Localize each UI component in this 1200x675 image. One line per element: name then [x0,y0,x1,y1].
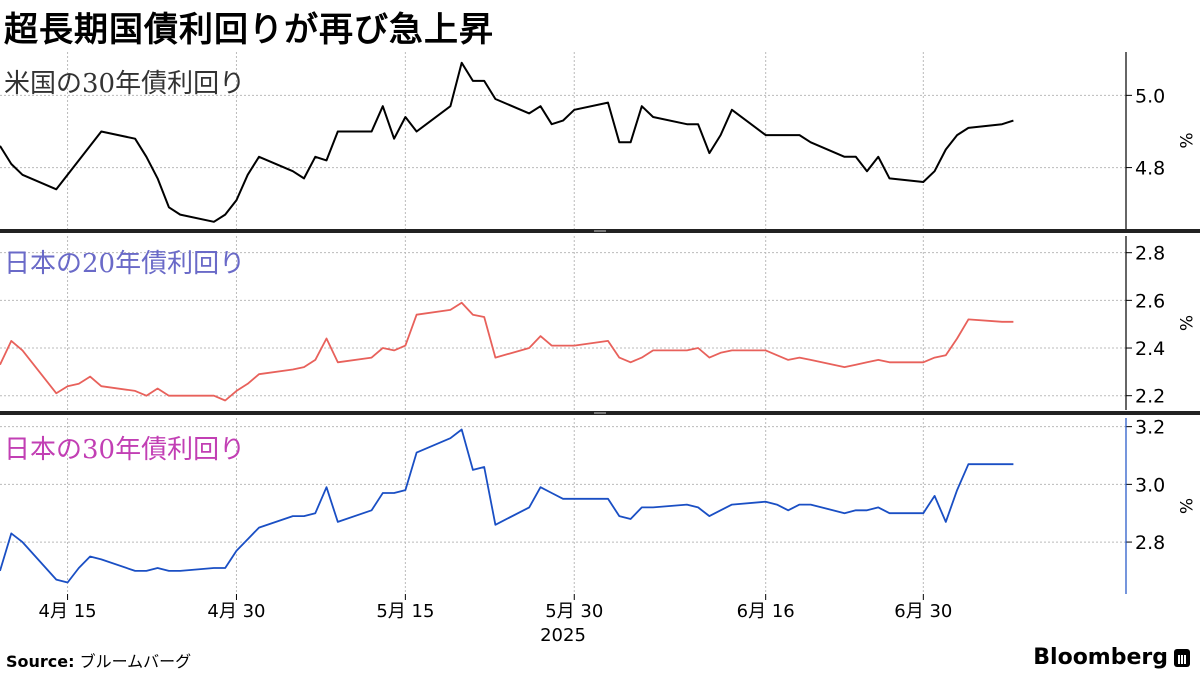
y-tick-label: 2.2 [1135,386,1165,408]
x-tick-label: 6月 30 [894,601,952,622]
panel-label: 日本の20年債利回り [4,249,245,279]
y-tick-label: 3.2 [1135,417,1165,439]
chart-title: 超長期国債利回りが再び急上昇 [4,10,494,50]
x-tick-label: 6月 16 [737,601,795,622]
source-text: ブルームバーグ [79,652,192,671]
series-line [0,61,1014,223]
series-line [0,428,1014,584]
y-unit-label: % [1175,315,1195,331]
source-label: Source: [6,652,75,671]
series-line [0,301,1014,402]
x-tick-label: 5月 30 [545,601,603,622]
y-tick-label: 2.4 [1135,338,1165,360]
bloomberg-logo-icon [1174,648,1190,667]
y-unit-label: % [1175,132,1195,148]
y-tick-label: 5.0 [1135,85,1165,107]
y-unit-label: % [1175,498,1195,514]
y-tick-label: 2.8 [1135,243,1165,265]
y-tick-label: 2.6 [1135,290,1165,312]
x-year-label: 2025 [540,625,586,646]
y-tick-label: 2.8 [1135,532,1165,554]
panel-label: 日本の30年債利回り [4,435,245,465]
brand-name: Bloomberg [1033,645,1168,670]
x-tick-label: 5月 15 [376,601,434,622]
brand-logo: Bloomberg [1033,645,1190,670]
y-tick-label: 4.8 [1135,158,1165,180]
y-tick-label: 3.0 [1135,474,1165,496]
source-note: Source: ブルームバーグ [6,648,191,672]
x-tick-label: 4月 15 [39,601,97,622]
x-tick-label: 4月 30 [207,601,265,622]
panel-label: 米国の30年債利回り [4,69,245,99]
